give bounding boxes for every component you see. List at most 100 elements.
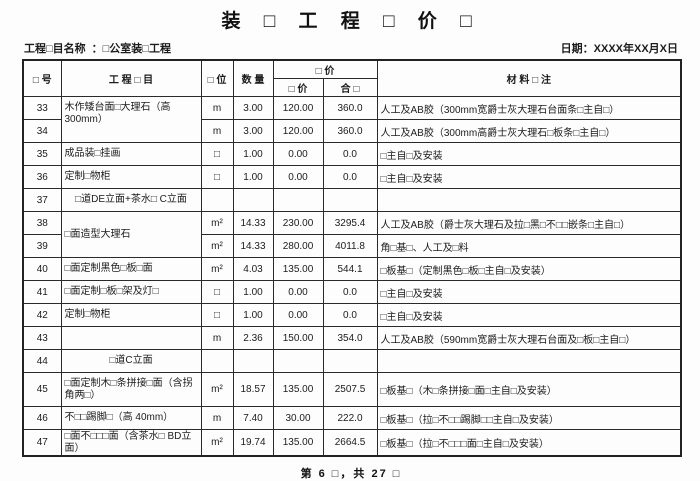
header-row-2: □ 价 合 □ bbox=[23, 78, 681, 97]
table-row: 36 定制□物柜 □ 1.00 0.00 0.0 □主自□及安装 bbox=[22, 165, 682, 189]
table-row-section: 44 □道C立面 bbox=[22, 349, 682, 373]
row-no: 35 bbox=[22, 142, 62, 166]
table-row: 46 不□□踢脚□（高 40mm） m 7.40 30.00 222.0 □板基… bbox=[22, 406, 682, 430]
header-qty: 数 量 bbox=[232, 59, 274, 97]
total-cell: 0.0 bbox=[322, 303, 378, 327]
qty-cell: 2.36 bbox=[232, 326, 274, 350]
table-row-section: 37 □道DE立面+茶水□ C立面 bbox=[22, 188, 682, 212]
item-cell bbox=[60, 326, 202, 350]
total-cell: 0.0 bbox=[322, 280, 378, 304]
total-cell: 544.1 bbox=[322, 257, 378, 281]
total-cell: 360.0 bbox=[322, 119, 378, 143]
item-cell: □面定制□板□架及灯□ bbox=[60, 280, 202, 304]
table-row: 38 □面造型大理石 m² 14.33 230.00 3295.4 人工及AB胶… bbox=[22, 211, 682, 258]
unit-cell: m bbox=[200, 119, 234, 143]
header-unit-price: □ 价 bbox=[272, 78, 324, 97]
qty-cell bbox=[232, 349, 274, 373]
total-cell: 2507.5 bbox=[322, 372, 378, 407]
total-cell: 2664.5 bbox=[322, 429, 378, 457]
item-cell: 定制□物柜 bbox=[60, 165, 202, 189]
remark-cell: 人工及AB胶（爵士灰大理石及拉□黑□不□□嵌条□主自□） bbox=[376, 211, 682, 235]
remark-cell: 人工及AB胶（300mm高爵士灰大理石□板条□主自□） bbox=[376, 119, 682, 143]
qty-cell: 4.03 bbox=[232, 257, 274, 281]
qty-cell: 14.33 bbox=[232, 234, 274, 258]
item-cell: □面定制黑色□板□面 bbox=[60, 257, 202, 281]
row-no: 43 bbox=[22, 326, 62, 350]
unit-price-cell: 135.00 bbox=[272, 372, 324, 407]
qty-cell: 1.00 bbox=[232, 165, 274, 189]
table-row: 35 成品装□挂画 □ 1.00 0.00 0.0 □主自□及安装 bbox=[22, 142, 682, 166]
table-row: 34 m 3.00 120.00 360.0 人工及AB胶（300mm高爵士灰大… bbox=[22, 119, 682, 143]
page-number: 第 6 □，共 27 □ bbox=[300, 468, 402, 480]
qty-cell: 3.00 bbox=[232, 119, 274, 143]
total-cell: 222.0 bbox=[322, 406, 378, 430]
date-text: 日期：XXXX年XX月X日 bbox=[560, 43, 678, 55]
unit-price-cell bbox=[272, 349, 324, 373]
remark-cell: 人工及AB胶（590mm宽爵士灰大理石台面及□板□主自□） bbox=[376, 326, 682, 350]
total-cell bbox=[322, 349, 378, 373]
unit-cell bbox=[200, 349, 234, 373]
remark-cell: □板基□（定制黑色□板□主自□及安装） bbox=[376, 257, 682, 281]
project-name-value: ：□公室装□工程 bbox=[91, 43, 171, 55]
qty-cell: 14.33 bbox=[232, 211, 274, 235]
header-total: 合 □ bbox=[322, 78, 378, 97]
row-no: 41 bbox=[22, 280, 62, 304]
header-price-group: □ 价 bbox=[272, 59, 378, 79]
header-remark: 材 料 □ 注 bbox=[376, 59, 682, 97]
table-row: 33 木作矮台面□大理石（高 300mm） m 3.00 120.00 360.… bbox=[22, 96, 682, 143]
total-cell: 3295.4 bbox=[322, 211, 378, 235]
remark-cell: □板基□（木□条拼接□面□主自□及安装） bbox=[376, 372, 682, 407]
price-table: □ 号 工 程 □ 目 □ 位 数 量 □ 价 材 料 □ 注 □ 价 合 □ … bbox=[22, 59, 683, 457]
row-no: 34 bbox=[22, 119, 62, 143]
table-row: 43 m 2.36 150.00 354.0 人工及AB胶（590mm宽爵士灰大… bbox=[22, 326, 682, 350]
unit-cell: □ bbox=[200, 303, 234, 327]
row-no: 40 bbox=[22, 257, 62, 281]
item-cell: □面不□□□面（含茶水□ BD立面） bbox=[60, 429, 202, 457]
unit-price-cell: 120.00 bbox=[272, 96, 324, 120]
qty-cell: 18.57 bbox=[232, 372, 274, 407]
unit-price-cell: 0.00 bbox=[272, 165, 324, 189]
item-cell: □面定制木□条拼接□面（含拐角两□） bbox=[60, 372, 202, 407]
row-no: 38 bbox=[22, 211, 62, 235]
header-item: 工 程 □ 目 bbox=[60, 59, 202, 97]
item-cell: 成品装□挂画 bbox=[60, 142, 202, 166]
table-row: 47 □面不□□□面（含茶水□ BD立面） m² 19.74 135.00 26… bbox=[22, 429, 682, 457]
unit-cell: □ bbox=[200, 280, 234, 304]
table-row: 39 m² 14.33 280.00 4011.8 角□基□、人工及□料 bbox=[22, 234, 682, 258]
unit-cell: m² bbox=[200, 211, 234, 235]
unit-price-cell: 280.00 bbox=[272, 234, 324, 258]
unit-price-cell: 0.00 bbox=[272, 280, 324, 304]
unit-price-cell: 0.00 bbox=[272, 303, 324, 327]
table-row: 42 定制□物柜 □ 1.00 0.00 0.0 □主自□及安装 bbox=[22, 303, 682, 327]
table-body: 33 木作矮台面□大理石（高 300mm） m 3.00 120.00 360.… bbox=[22, 96, 682, 457]
unit-cell: □ bbox=[200, 142, 234, 166]
row-no: 39 bbox=[22, 234, 62, 258]
qty-cell bbox=[232, 188, 274, 212]
unit-cell: m² bbox=[200, 234, 234, 258]
unit-cell: m² bbox=[200, 429, 234, 457]
remark-cell bbox=[376, 188, 682, 212]
item-cell: 木作矮台面□大理石（高 300mm） bbox=[60, 96, 202, 143]
project-name: 工程□目名称 ：□公室装□工程 bbox=[24, 40, 177, 56]
qty-cell: 1.00 bbox=[232, 142, 274, 166]
unit-price-cell: 135.00 bbox=[272, 257, 324, 281]
unit-cell bbox=[200, 188, 234, 212]
table-header: □ 号 工 程 □ 目 □ 位 数 量 □ 价 材 料 □ 注 □ 价 合 □ bbox=[22, 59, 682, 97]
remark-cell: □主自□及安装 bbox=[376, 142, 682, 166]
header-row-1: □ 号 工 程 □ 目 □ 位 数 量 □ 价 材 料 □ 注 bbox=[22, 59, 682, 97]
unit-price-cell: 230.00 bbox=[272, 211, 324, 235]
meta-row: 工程□目名称 ：□公室装□工程 日期：XXXX年XX月X日 bbox=[24, 40, 678, 56]
remark-cell: □主自□及安装 bbox=[376, 280, 682, 304]
item-cell: □面造型大理石 bbox=[60, 211, 202, 258]
remark-cell bbox=[376, 349, 682, 373]
remark-cell: □主自□及安装 bbox=[376, 303, 682, 327]
qty-cell: 1.00 bbox=[232, 303, 274, 327]
total-cell: 4011.8 bbox=[322, 234, 378, 258]
qty-cell: 3.00 bbox=[232, 96, 274, 120]
row-no: 45 bbox=[22, 372, 62, 407]
row-no: 36 bbox=[22, 165, 62, 189]
item-cell: □道DE立面+茶水□ C立面 bbox=[60, 188, 202, 212]
item-cell: 不□□踢脚□（高 40mm） bbox=[60, 406, 202, 430]
table-row: 45 □面定制木□条拼接□面（含拐角两□） m² 18.57 135.00 25… bbox=[22, 372, 682, 407]
